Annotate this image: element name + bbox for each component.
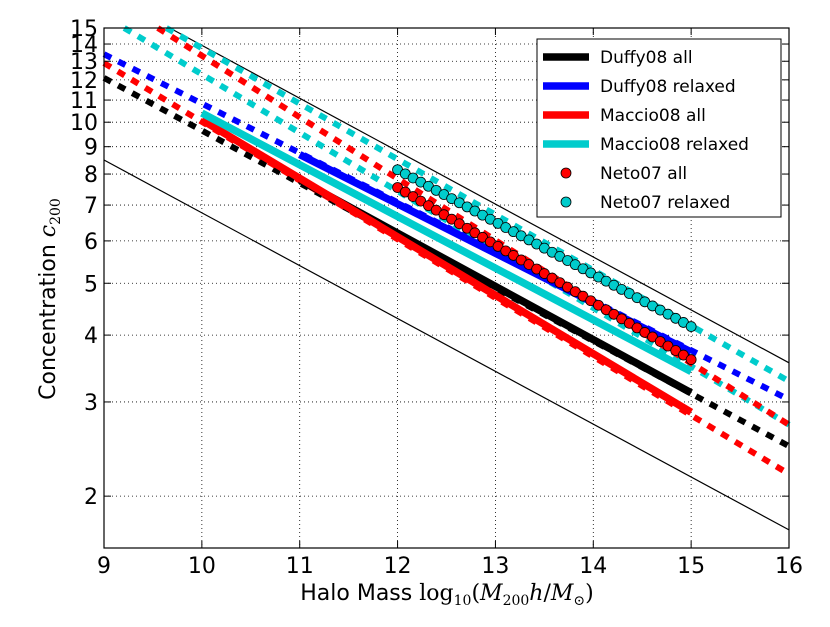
y-tick-label: 14 <box>70 33 98 58</box>
x-tick-label: 9 <box>97 554 111 579</box>
y-tick-label: 11 <box>70 89 98 114</box>
series-extension-neto07-all <box>156 25 791 428</box>
legend-label-maccio08-all: Maccio08 all <box>600 106 706 126</box>
y-tick-label: 4 <box>84 324 98 349</box>
x-axis-label: Halo Mass log10(M200h/M⊙) <box>300 581 594 609</box>
reference-line <box>103 159 790 531</box>
legend-label-neto07-all: Neto07 all <box>600 164 687 184</box>
x-tick-label: 15 <box>677 554 705 579</box>
x-tick-label: 11 <box>286 554 314 579</box>
x-tick-label: 12 <box>384 554 412 579</box>
y-tick-label: 6 <box>84 230 98 255</box>
x-tick-label: 10 <box>188 554 216 579</box>
x-tick-label: 16 <box>775 554 803 579</box>
x-tick-label: 14 <box>579 554 607 579</box>
series-line-maccio08-relaxed <box>200 109 693 375</box>
y-tick-label: 3 <box>84 391 98 416</box>
y-tick-label: 8 <box>84 163 98 188</box>
y-tick-label: 13 <box>70 50 98 75</box>
legend-swatch-neto07-relaxed <box>560 196 572 208</box>
legend-label-duffy08-all: Duffy08 all <box>600 48 693 68</box>
legend: Duffy08 all Duffy08 relaxed Maccio08 all Ma… <box>536 38 782 218</box>
y-tick-label: 7 <box>84 194 98 219</box>
series-group <box>102 25 791 477</box>
x-tick-label: 13 <box>481 554 509 579</box>
legend-box <box>536 38 782 218</box>
series-marker-neto07-relaxed <box>685 321 697 332</box>
reference-lines <box>103 27 790 531</box>
y-tick-label: 10 <box>70 111 98 136</box>
y-axis-label: Concentration c200 <box>36 198 64 400</box>
y-tick-label: 12 <box>70 69 98 94</box>
y-tick-label: 5 <box>84 272 98 297</box>
series-line-maccio08-all <box>199 116 694 416</box>
y-tick-label: 2 <box>84 485 98 510</box>
y-tick-label: 15 <box>70 17 98 42</box>
reference-line <box>169 27 790 364</box>
legend-swatch-neto07-all <box>560 167 572 179</box>
plot-frame <box>103 27 790 549</box>
legend-label-duffy08-relaxed: Duffy08 relaxed <box>600 77 736 97</box>
series-marker-neto07-all <box>685 354 697 365</box>
legend-label-neto07-relaxed: Neto07 relaxed <box>600 193 730 213</box>
legend-label-maccio08-relaxed: Maccio08 relaxed <box>600 135 749 155</box>
y-tick-label: 9 <box>84 136 98 161</box>
